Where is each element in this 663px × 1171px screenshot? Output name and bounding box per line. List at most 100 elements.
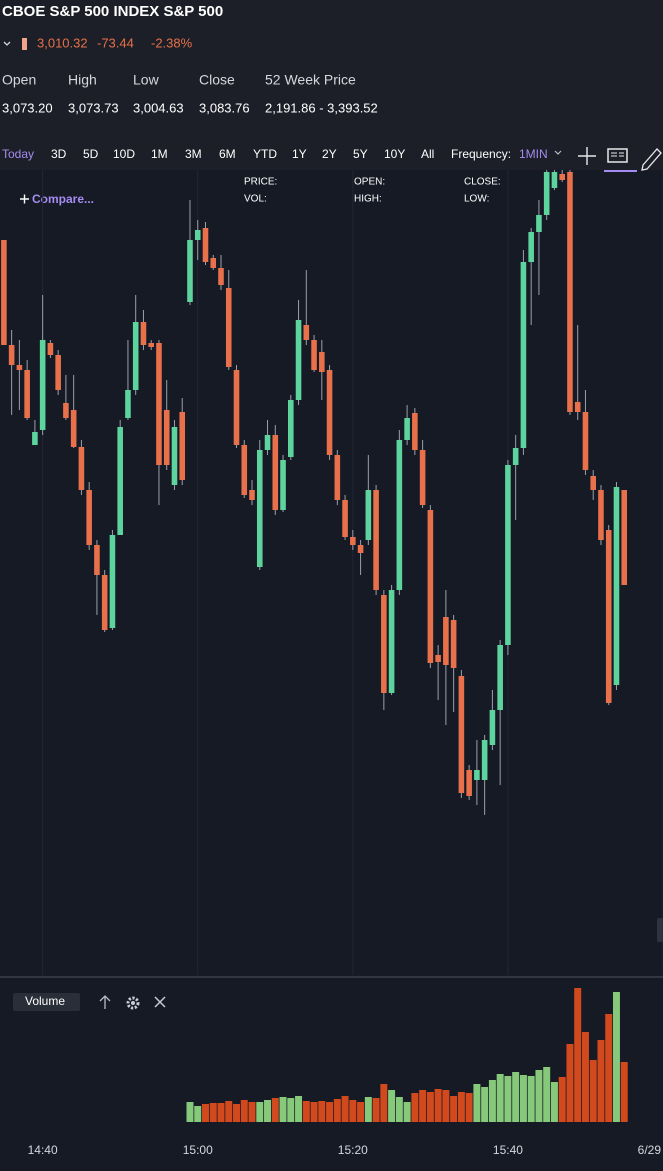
candle-body — [350, 537, 356, 545]
volume-bar — [349, 1100, 357, 1122]
candle-body — [598, 490, 604, 540]
volume-bar — [411, 1093, 419, 1122]
candle-body — [187, 240, 193, 302]
range-button[interactable]: 10Y — [384, 147, 405, 161]
volume-bar — [217, 1103, 225, 1122]
candle-body — [225, 288, 232, 367]
range-button[interactable]: 10D — [113, 147, 135, 161]
volume-bar — [612, 992, 620, 1122]
volume-bar — [302, 1101, 310, 1122]
compare-link[interactable]: Compare... — [32, 192, 94, 206]
candle-body — [450, 620, 457, 668]
volume-bar — [581, 1032, 589, 1122]
crosshair-icon[interactable] — [578, 147, 596, 165]
candle-body — [621, 490, 628, 585]
range-button[interactable]: Today — [2, 147, 34, 161]
volume-label: Volume — [25, 994, 65, 1008]
book-icon[interactable] — [607, 148, 628, 163]
candle-body — [590, 476, 597, 490]
volume-bar — [426, 1092, 434, 1122]
candle-body — [194, 230, 201, 240]
stat-value: 3,004.63 — [133, 100, 184, 115]
candle-body — [559, 174, 565, 180]
range-button[interactable]: All — [421, 147, 434, 161]
book-lines — [611, 152, 624, 157]
volume-bar — [256, 1102, 264, 1122]
candle-body — [388, 590, 395, 693]
pencil-icon[interactable] — [641, 148, 662, 171]
candle-body — [272, 435, 279, 510]
range-button[interactable]: 3D — [51, 147, 67, 161]
range-button[interactable]: 1M — [151, 147, 168, 161]
candle-body — [427, 510, 434, 663]
candle-body — [280, 460, 286, 510]
candle-body — [342, 500, 348, 537]
x-tick-label: 15:20 — [338, 1143, 368, 1157]
volume-bar — [419, 1090, 427, 1122]
volume-bar — [248, 1102, 256, 1122]
gear-icon[interactable] — [126, 996, 140, 1010]
candle-body — [202, 228, 209, 262]
volume-bar — [473, 1084, 481, 1122]
volume-bar — [202, 1104, 209, 1122]
volume-bar — [620, 1062, 628, 1122]
volume-bar — [574, 988, 582, 1122]
frequency-value[interactable]: 1MIN — [519, 147, 548, 161]
candle-body — [32, 432, 38, 445]
candle-body — [78, 447, 85, 490]
header-bg — [0, 0, 663, 170]
x-tick-label: 6/29 — [638, 1143, 662, 1157]
volume-bar — [357, 1102, 365, 1122]
volume-bar — [341, 1096, 349, 1122]
caret-icon[interactable] — [3, 41, 11, 46]
candle-body — [63, 403, 69, 418]
scroll-handle[interactable] — [657, 918, 663, 942]
frequency-label: Frequency: — [451, 147, 511, 161]
volume-bar — [310, 1102, 318, 1122]
candle-body — [528, 232, 534, 262]
candle-body — [396, 440, 403, 590]
range-button[interactable]: 1Y — [292, 147, 307, 161]
compare-plus[interactable] — [20, 194, 29, 204]
stat-label: Open — [2, 72, 36, 88]
candle-body — [435, 655, 441, 662]
stat-value: 3,083.76 — [199, 100, 250, 115]
volume-bar — [450, 1096, 458, 1122]
range-button[interactable]: YTD — [253, 147, 277, 161]
volume-bar — [543, 1067, 551, 1122]
candle-body — [163, 410, 170, 465]
candle-body — [605, 530, 612, 703]
candle-body — [466, 770, 472, 796]
candle-body — [319, 352, 325, 372]
range-button[interactable]: 3M — [185, 147, 202, 161]
volume-bar — [535, 1070, 543, 1122]
range-button[interactable]: 5Y — [353, 147, 368, 161]
legend-label: HIGH: — [354, 194, 382, 205]
candle-body — [357, 545, 364, 553]
candle-body — [171, 427, 178, 485]
candle-body — [156, 343, 162, 465]
volume-bar — [504, 1076, 512, 1122]
frequency-caret[interactable] — [554, 150, 562, 155]
volume-bar — [240, 1100, 248, 1122]
range-button[interactable]: 6M — [219, 147, 236, 161]
volume-bar — [589, 1060, 597, 1122]
volume-bar — [550, 1082, 558, 1122]
volume-bar — [496, 1074, 504, 1122]
close-icon[interactable] — [154, 996, 166, 1008]
volume-bar — [434, 1089, 442, 1122]
legend-label: VOL: — [244, 194, 267, 205]
volume-bar — [372, 1098, 380, 1122]
candle-body — [117, 427, 123, 535]
volume-bar — [264, 1100, 272, 1122]
candle-body — [86, 490, 92, 545]
up-icon[interactable] — [99, 995, 111, 1009]
stat-value: 2,191.86 - 3,393.52 — [265, 100, 378, 115]
candle-body — [326, 370, 333, 455]
range-button[interactable]: 2Y — [322, 147, 337, 161]
volume-label-box[interactable] — [13, 993, 80, 1011]
candle-body — [101, 575, 108, 630]
candle-body — [582, 412, 589, 470]
range-button[interactable]: 5D — [83, 147, 99, 161]
chart-bg — [0, 170, 663, 1171]
